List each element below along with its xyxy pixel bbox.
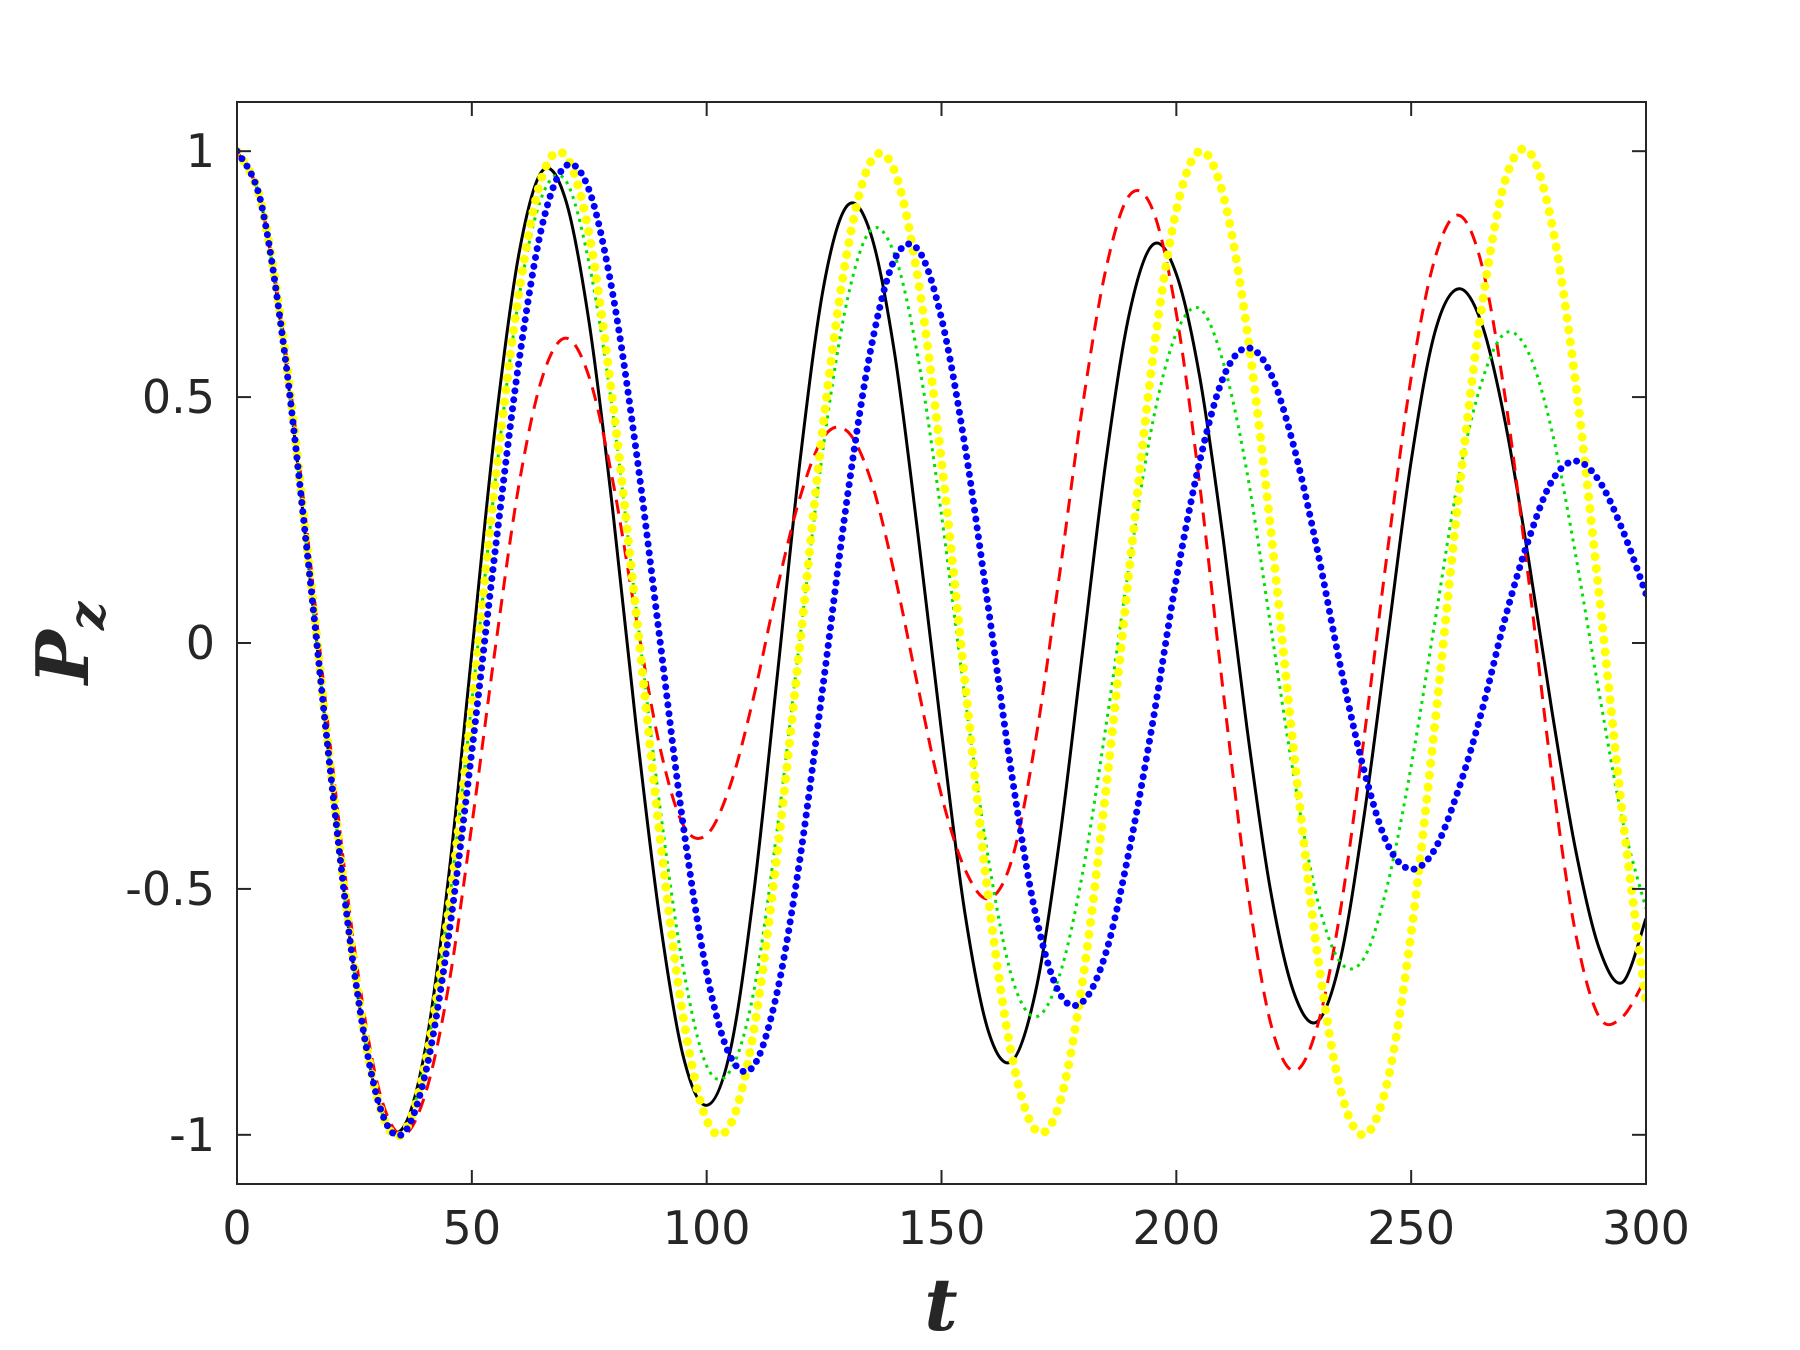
x-tick-label: 300 bbox=[1602, 1201, 1690, 1255]
series-line bbox=[237, 150, 1646, 1134]
y-axis-label-sub: z bbox=[57, 600, 116, 631]
x-tick-label: 200 bbox=[1132, 1201, 1220, 1255]
x-tick-label: 0 bbox=[222, 1201, 251, 1255]
y-tick-label: -1 bbox=[169, 1108, 215, 1162]
x-axis-label: t bbox=[924, 1262, 957, 1347]
y-tick-label: -0.5 bbox=[125, 862, 215, 916]
series-line bbox=[237, 150, 1646, 1137]
series-line bbox=[237, 147, 1646, 1140]
y-axis-label: Pz bbox=[20, 600, 116, 686]
x-tick-label: 150 bbox=[898, 1201, 986, 1255]
y-tick-label: 0 bbox=[186, 616, 215, 670]
plot-area bbox=[237, 144, 1646, 1141]
y-tick-label: 0.5 bbox=[142, 370, 215, 424]
series-line bbox=[237, 144, 1646, 1141]
x-tick-label: 250 bbox=[1367, 1201, 1455, 1255]
x-tick-label: 50 bbox=[443, 1201, 502, 1255]
x-tick-label: 100 bbox=[663, 1201, 751, 1255]
y-tick-label: 1 bbox=[186, 124, 215, 178]
y-axis-label-base: P bbox=[20, 628, 105, 686]
